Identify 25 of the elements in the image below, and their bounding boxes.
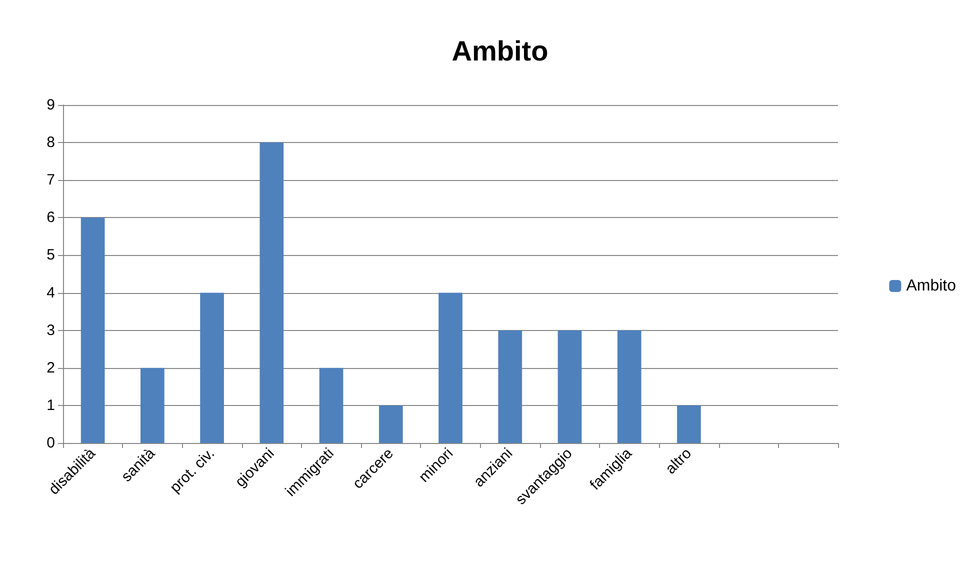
- bar: [558, 330, 582, 443]
- y-tick-label: 6: [46, 209, 55, 226]
- bar: [140, 368, 164, 443]
- bar: [200, 292, 224, 443]
- y-tick-label: 0: [46, 434, 55, 452]
- y-tick-label: 4: [46, 284, 55, 302]
- bar: [260, 142, 284, 443]
- x-tick-label: prot. civ.: [166, 444, 218, 496]
- bar: [80, 218, 105, 443]
- chart-title: Ambito: [452, 36, 548, 66]
- bar: [438, 292, 462, 443]
- y-tick-label: 2: [46, 359, 55, 376]
- bar: [378, 405, 403, 443]
- bar: [498, 330, 522, 443]
- y-tick-label: 7: [46, 172, 55, 189]
- bar: [319, 368, 344, 443]
- legend-label: Ambito: [906, 278, 956, 294]
- y-tick-label: 1: [46, 396, 55, 414]
- bar: [617, 330, 642, 443]
- bar: [677, 405, 701, 443]
- y-tick-label: 8: [46, 134, 55, 152]
- y-tick-label: 9: [46, 96, 55, 114]
- y-tick-label: 5: [46, 246, 55, 264]
- y-tick-label: 3: [46, 322, 55, 339]
- x-tick-label: altro: [662, 444, 695, 478]
